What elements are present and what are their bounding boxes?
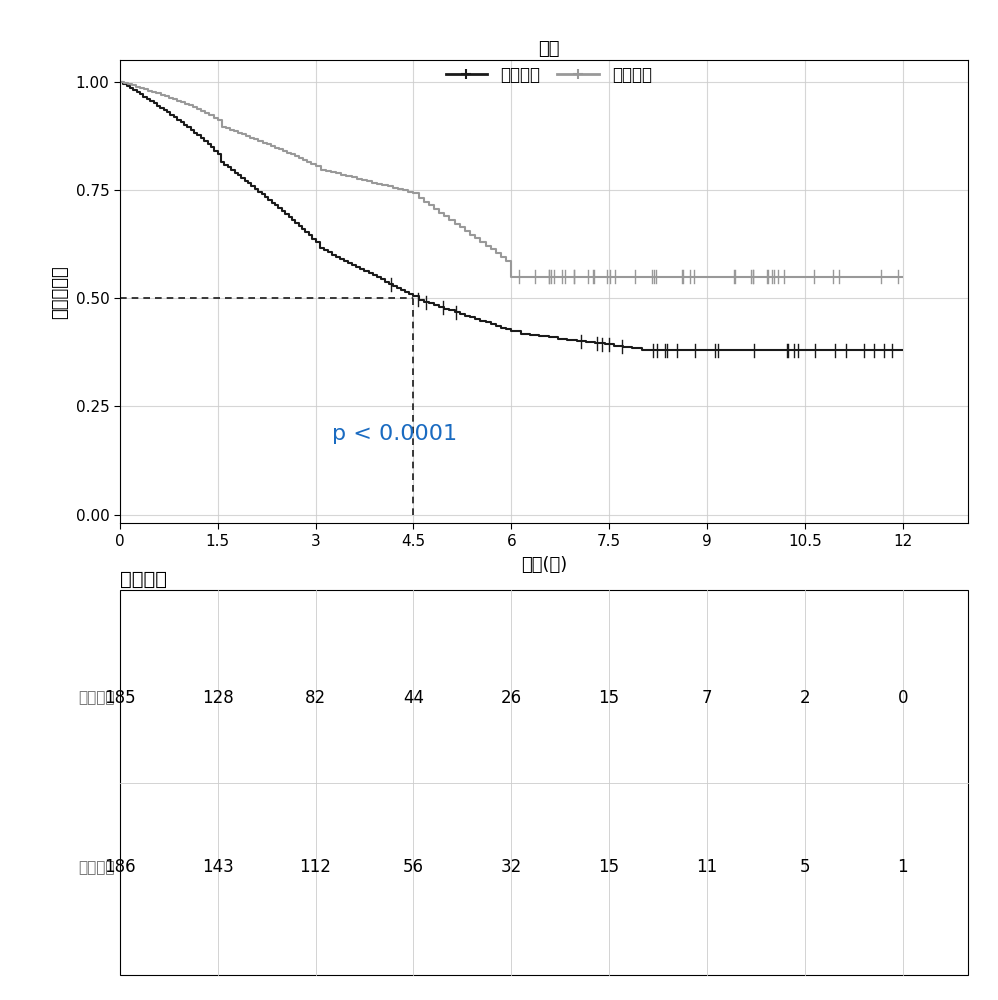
Text: 5: 5 (799, 858, 810, 876)
Text: 143: 143 (202, 858, 234, 876)
Text: 11: 11 (697, 858, 718, 876)
Text: 185: 185 (104, 689, 136, 707)
Text: 患者数量: 患者数量 (120, 570, 167, 589)
Text: 15: 15 (599, 689, 620, 707)
X-axis label: 时间(年): 时间(年) (521, 556, 567, 574)
Text: 32: 32 (501, 858, 522, 876)
Text: 112: 112 (299, 858, 331, 876)
Text: 1: 1 (897, 858, 908, 876)
Text: 15: 15 (599, 858, 620, 876)
Text: 82: 82 (305, 689, 326, 707)
Text: 44: 44 (403, 689, 424, 707)
Text: 56: 56 (403, 858, 424, 876)
Legend: 高风险组, 低风险组: 高风险组, 低风险组 (439, 33, 659, 91)
Text: 186: 186 (104, 858, 136, 876)
Text: 26: 26 (501, 689, 522, 707)
Text: 高风险组: 高风险组 (78, 690, 115, 705)
Text: 低风险组: 低风险组 (78, 860, 115, 875)
Text: 7: 7 (702, 689, 713, 707)
Text: p < 0.0001: p < 0.0001 (331, 424, 457, 444)
Text: 128: 128 (202, 689, 234, 707)
Y-axis label: 累积生存率: 累积生存率 (51, 265, 69, 319)
Text: 2: 2 (799, 689, 810, 707)
Text: 0: 0 (897, 689, 908, 707)
